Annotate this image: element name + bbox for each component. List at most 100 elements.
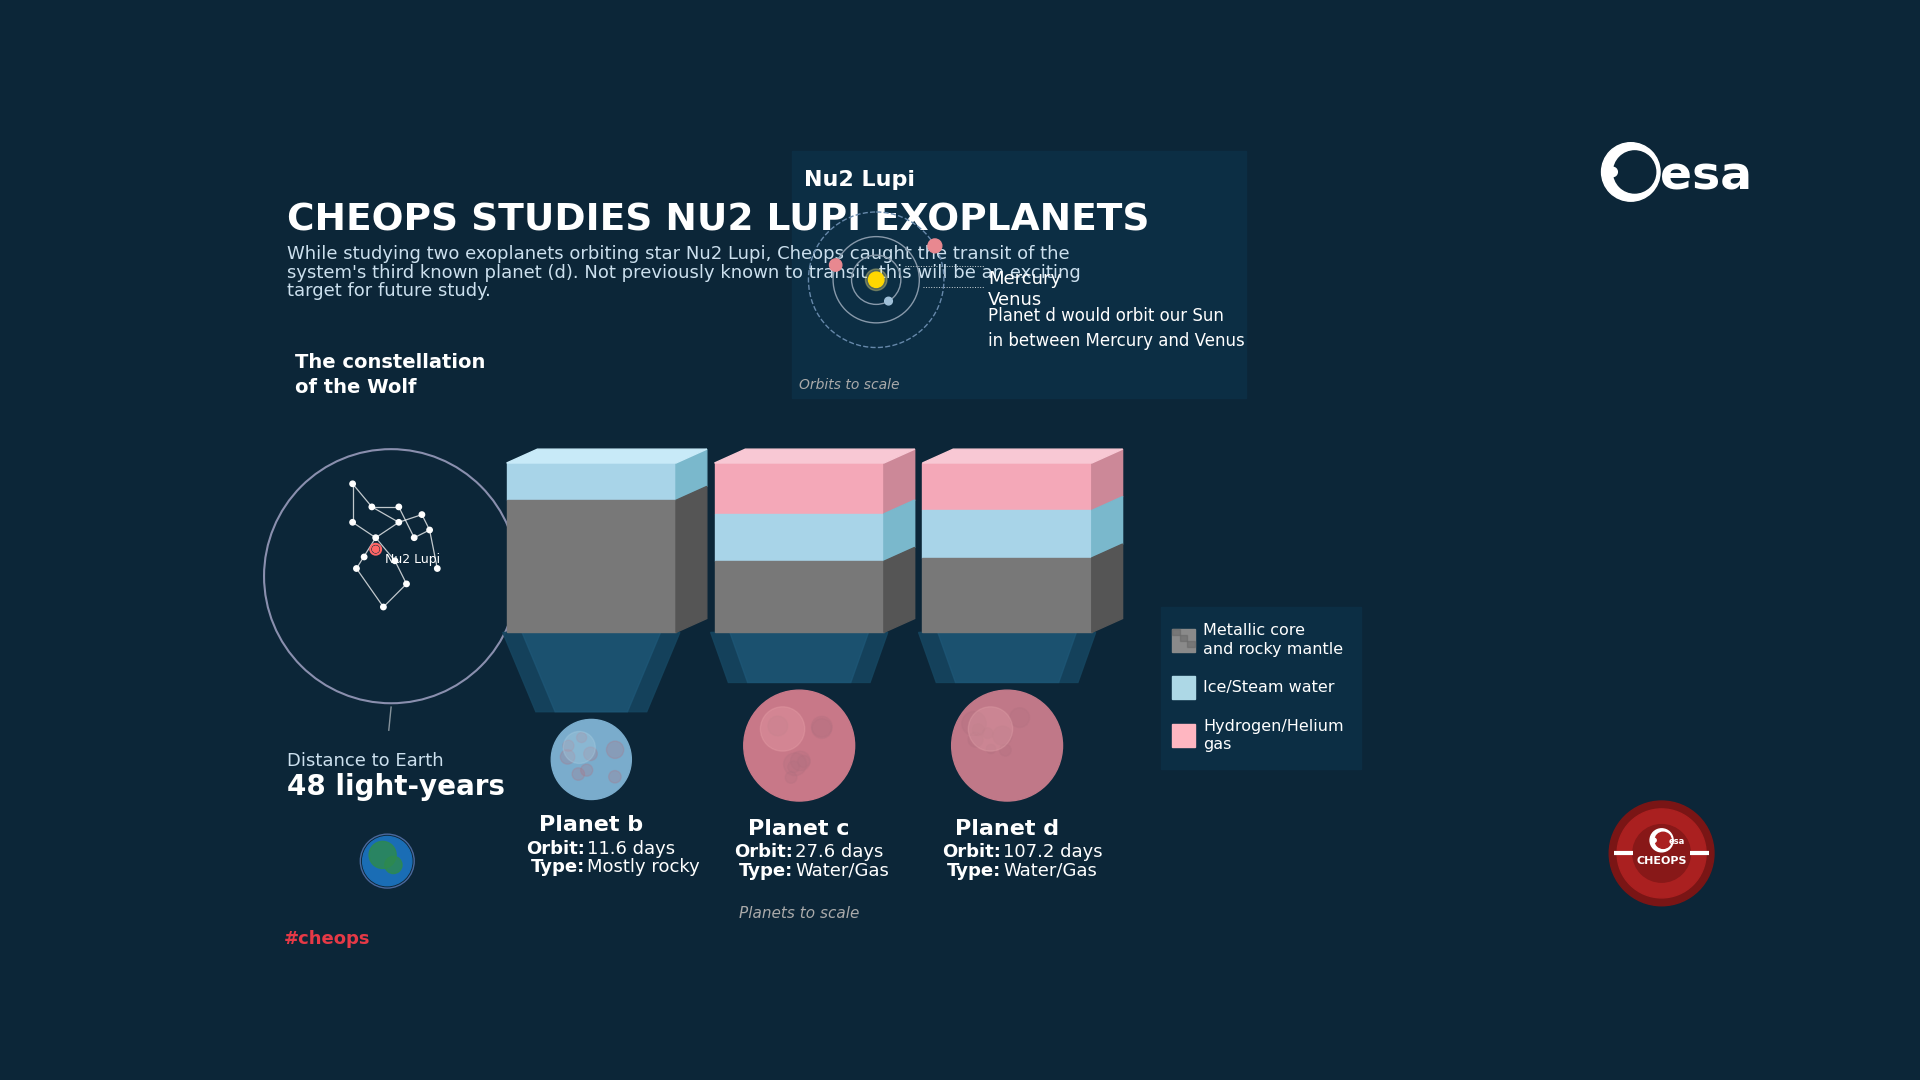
Polygon shape — [676, 449, 707, 500]
Circle shape — [380, 605, 386, 610]
Bar — [1171, 629, 1179, 635]
Circle shape — [551, 719, 632, 799]
Circle shape — [426, 527, 432, 532]
Circle shape — [952, 690, 1062, 801]
Text: Type:: Type: — [532, 858, 586, 876]
Text: system's third known planet (d). Not previously known to transit, this will be a: system's third known planet (d). Not pre… — [288, 264, 1081, 282]
Circle shape — [411, 535, 417, 540]
Circle shape — [392, 558, 397, 564]
Text: Water/Gas: Water/Gas — [795, 862, 889, 880]
Text: Orbit:: Orbit: — [526, 839, 586, 858]
Circle shape — [353, 566, 359, 571]
Bar — [922, 511, 1092, 558]
Bar — [1171, 724, 1194, 747]
Text: Distance to Earth: Distance to Earth — [288, 752, 444, 770]
Bar — [714, 514, 883, 562]
Circle shape — [563, 731, 595, 764]
Text: Planet b: Planet b — [540, 815, 643, 835]
Bar — [922, 463, 1092, 511]
Text: Metallic core
and rocky mantle: Metallic core and rocky mantle — [1204, 623, 1344, 657]
Circle shape — [349, 519, 355, 525]
Circle shape — [419, 512, 424, 517]
Circle shape — [349, 481, 355, 486]
Bar — [1171, 629, 1194, 651]
Circle shape — [829, 259, 841, 271]
Circle shape — [972, 724, 985, 735]
Text: Orbit:: Orbit: — [733, 843, 793, 862]
Text: #cheops: #cheops — [284, 930, 371, 948]
Circle shape — [372, 546, 378, 552]
Text: Mercury: Mercury — [989, 270, 1062, 287]
Circle shape — [580, 764, 593, 777]
Text: Orbit:: Orbit: — [943, 843, 1000, 862]
Bar — [507, 463, 676, 500]
Circle shape — [968, 732, 983, 747]
Text: Water/Gas: Water/Gas — [1004, 862, 1096, 880]
Circle shape — [868, 272, 883, 287]
Text: 107.2 days: 107.2 days — [1004, 843, 1102, 862]
Text: esa: esa — [1661, 154, 1753, 200]
Circle shape — [1651, 838, 1657, 842]
Circle shape — [1000, 744, 1012, 756]
Circle shape — [768, 716, 787, 735]
Text: Planets to scale: Planets to scale — [739, 906, 860, 921]
Circle shape — [369, 841, 396, 868]
Text: Mostly rocky: Mostly rocky — [588, 858, 701, 876]
Circle shape — [563, 740, 574, 752]
Bar — [714, 463, 883, 514]
Polygon shape — [883, 548, 914, 633]
Circle shape — [885, 297, 893, 305]
Circle shape — [1655, 833, 1670, 849]
Text: Nu2 Lupi: Nu2 Lupi — [384, 553, 440, 566]
Circle shape — [561, 750, 574, 765]
Circle shape — [791, 752, 810, 771]
Text: Venus: Venus — [989, 292, 1043, 309]
Bar — [1179, 635, 1187, 640]
Polygon shape — [937, 633, 1077, 683]
Circle shape — [987, 744, 996, 754]
Circle shape — [962, 712, 987, 735]
Circle shape — [1609, 801, 1715, 906]
Circle shape — [403, 581, 409, 586]
Circle shape — [1613, 151, 1655, 193]
Bar — [1162, 607, 1361, 769]
Bar — [1171, 676, 1194, 700]
Circle shape — [743, 690, 854, 801]
Polygon shape — [714, 449, 914, 463]
Polygon shape — [676, 486, 707, 633]
Bar — [791, 151, 1246, 397]
Circle shape — [363, 836, 413, 886]
Circle shape — [369, 504, 374, 510]
Circle shape — [576, 732, 588, 743]
Text: Nu2 Lupi: Nu2 Lupi — [804, 170, 914, 190]
Text: target for future study.: target for future study. — [288, 282, 492, 300]
Text: Planet d would orbit our Sun
in between Mercury and Venus: Planet d would orbit our Sun in between … — [989, 307, 1244, 350]
Circle shape — [797, 755, 810, 768]
Circle shape — [783, 753, 806, 775]
Polygon shape — [507, 449, 707, 463]
Polygon shape — [710, 633, 887, 683]
Text: 48 light-years: 48 light-years — [288, 772, 505, 800]
Polygon shape — [730, 633, 868, 683]
Text: Ice/Steam water: Ice/Steam water — [1204, 680, 1334, 696]
Polygon shape — [1092, 497, 1123, 558]
Circle shape — [983, 728, 993, 739]
Bar — [922, 558, 1092, 633]
Circle shape — [1607, 167, 1617, 177]
Text: Orbits to scale: Orbits to scale — [799, 378, 900, 392]
Circle shape — [584, 747, 597, 760]
Circle shape — [812, 716, 831, 737]
Circle shape — [785, 771, 797, 783]
Circle shape — [396, 504, 401, 510]
Text: CHEOPS STUDIES NU2 LUPI EXOPLANETS: CHEOPS STUDIES NU2 LUPI EXOPLANETS — [288, 203, 1150, 239]
Text: Type:: Type: — [739, 862, 793, 880]
Circle shape — [1649, 828, 1672, 852]
Circle shape — [1617, 809, 1707, 897]
Polygon shape — [918, 633, 1096, 683]
Circle shape — [372, 546, 378, 552]
Polygon shape — [922, 449, 1123, 463]
Text: The constellation
of the Wolf: The constellation of the Wolf — [296, 353, 486, 397]
Text: Planet c: Planet c — [749, 819, 851, 839]
Text: 11.6 days: 11.6 days — [588, 839, 676, 858]
Circle shape — [609, 770, 620, 783]
